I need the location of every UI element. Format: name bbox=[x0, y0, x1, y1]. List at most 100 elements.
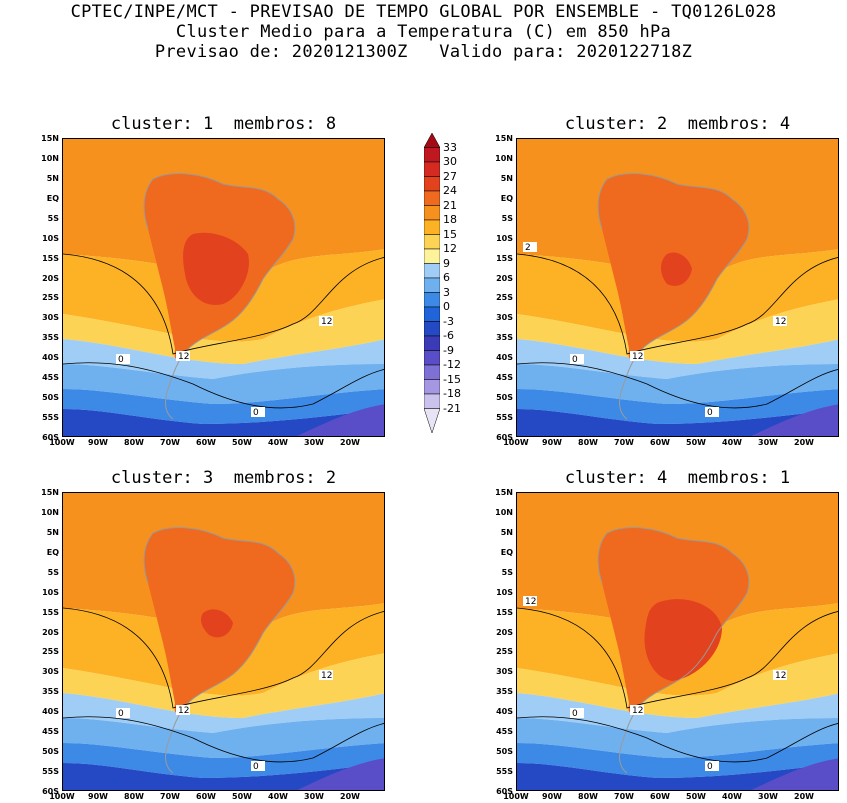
colorbar-swatch bbox=[424, 321, 440, 337]
contour-label: 0 bbox=[570, 354, 584, 365]
lat-tick-label: 5S bbox=[47, 213, 59, 223]
lat-tick-label: 40S bbox=[496, 353, 513, 363]
field-band-5 bbox=[517, 743, 838, 778]
colorbar-level-label: 33 bbox=[443, 140, 457, 154]
contour-label-text: 12 bbox=[632, 706, 643, 716]
contour-0 bbox=[517, 716, 838, 763]
contour-label-text: 0 bbox=[572, 355, 578, 365]
contour-label-text: 0 bbox=[707, 408, 713, 418]
lat-tick-label: EQ bbox=[500, 547, 513, 557]
lat-tick-label: 20S bbox=[42, 273, 59, 283]
field-band-5 bbox=[63, 389, 384, 424]
lat-tick-label: 5N bbox=[500, 173, 513, 183]
lat-tick-label: 50S bbox=[496, 747, 513, 757]
lat-tick-label: 55S bbox=[42, 767, 59, 777]
lat-tick-label: 10N bbox=[495, 507, 513, 517]
contour-label: 0 bbox=[251, 761, 265, 772]
lat-tick-label: 35S bbox=[496, 687, 513, 697]
cold-patch bbox=[297, 758, 384, 790]
lon-tick-label: 80W bbox=[124, 438, 144, 447]
field-band-5 bbox=[63, 743, 384, 778]
lon-tick-label: 40W bbox=[722, 438, 742, 447]
lat-tick-label: 15N bbox=[41, 134, 59, 143]
contour-label: 0 bbox=[570, 708, 584, 719]
lon-tick-label: 40W bbox=[268, 792, 288, 801]
contour-0 bbox=[63, 716, 384, 763]
contour-label: 12 bbox=[773, 316, 787, 327]
colorbar-level-label: 9 bbox=[443, 256, 450, 270]
field-band-6 bbox=[63, 409, 384, 436]
field-band-4 bbox=[63, 364, 384, 404]
lon-tick-label: 60W bbox=[196, 438, 216, 447]
contour-label: 12 bbox=[176, 705, 190, 716]
panel-2-title: cluster: 2 membros: 4 bbox=[564, 114, 791, 134]
contour-label-text: 0 bbox=[253, 408, 259, 418]
map-panel-cluster-1: 12 12 0 0 bbox=[62, 138, 385, 437]
field-band-4 bbox=[63, 718, 384, 758]
lat-tick-label: 45S bbox=[42, 727, 59, 737]
lon-tick-label: 80W bbox=[578, 438, 598, 447]
lon-tick-label: 100W bbox=[503, 438, 529, 447]
colorbar-level-label: -6 bbox=[443, 329, 454, 342]
lon-tick-label: 50W bbox=[686, 792, 706, 801]
contour-label-text: 2 bbox=[525, 243, 531, 253]
field-band-6 bbox=[63, 763, 384, 790]
colorbar-level-label: 6 bbox=[443, 271, 450, 284]
contour-label-text: 12 bbox=[775, 317, 786, 327]
lat-tick-label: 5N bbox=[500, 527, 513, 537]
colorbar-level-label: 27 bbox=[443, 169, 457, 183]
colorbar-level-label: 24 bbox=[443, 184, 457, 197]
lat-tick-label: 15S bbox=[496, 253, 513, 263]
lat-tick-label: 35S bbox=[496, 333, 513, 343]
colorbar-swatch bbox=[424, 277, 440, 293]
lat-tick-label: EQ bbox=[500, 193, 513, 203]
contour-0 bbox=[63, 362, 384, 409]
lat-tick-label: 35S bbox=[42, 333, 59, 343]
colorbar-swatch bbox=[424, 335, 440, 351]
contour-label: 0 bbox=[705, 761, 719, 772]
colorbar-swatch bbox=[424, 306, 440, 322]
colorbar-level-label: 12 bbox=[443, 242, 457, 255]
colorbar-level-label: 3 bbox=[443, 285, 450, 299]
lat-tick-label: 30S bbox=[42, 313, 59, 323]
contour-label: 0 bbox=[705, 407, 719, 418]
contour-label: 2 bbox=[523, 242, 537, 253]
cold-patch bbox=[297, 404, 384, 436]
contour-label: 12 bbox=[630, 705, 644, 716]
lon-tick-label: 90W bbox=[542, 792, 562, 801]
lat-tick-label: 25S bbox=[42, 647, 59, 657]
contour-label: 12 bbox=[630, 351, 644, 362]
lat-tick-label: 60S bbox=[42, 787, 59, 796]
panel-1-title: cluster: 1 membros: 8 bbox=[110, 114, 337, 134]
lon-tick-label: 20W bbox=[340, 438, 360, 447]
colorbar-swatch bbox=[424, 263, 440, 279]
colorbar-level-label: -21 bbox=[443, 401, 461, 415]
lat-tick-label: 50S bbox=[42, 393, 59, 403]
cold-patch bbox=[751, 758, 838, 790]
lat-tick-label: 10N bbox=[41, 153, 59, 163]
contour-label-text: 0 bbox=[118, 709, 124, 719]
temperature-field: 12 12 0 0 12 bbox=[517, 493, 838, 790]
lat-tick-label: 45S bbox=[496, 727, 513, 737]
lat-tick-label: 60S bbox=[496, 433, 513, 442]
contour-label-text: 0 bbox=[118, 355, 124, 365]
contour-label-text: 12 bbox=[632, 352, 643, 362]
lat-tick-label: 10S bbox=[496, 233, 513, 243]
contour-label: 12 bbox=[319, 316, 333, 327]
lat-tick-label: 55S bbox=[496, 767, 513, 777]
contour-12 bbox=[517, 253, 838, 355]
lat-tick-label: 15N bbox=[495, 488, 513, 497]
map-panel-cluster-4: 12 12 0 0 12 bbox=[516, 492, 839, 791]
lat-tick-label: 25S bbox=[42, 293, 59, 303]
field-band-2 bbox=[517, 653, 838, 718]
field-band-2 bbox=[63, 653, 384, 718]
lon-tick-label: 50W bbox=[232, 792, 252, 801]
colorbar-swatch bbox=[424, 234, 440, 250]
lon-tick-label: 100W bbox=[503, 792, 529, 801]
contour-label-text: 12 bbox=[775, 671, 786, 681]
contour-12 bbox=[63, 253, 384, 355]
lon-tick-label: 60W bbox=[650, 438, 670, 447]
colorbar-swatch bbox=[424, 408, 440, 434]
contour-label-text: 12 bbox=[525, 597, 536, 607]
figure-title-line3: Previsao de: 2020121300Z Valido para: 20… bbox=[154, 42, 693, 62]
